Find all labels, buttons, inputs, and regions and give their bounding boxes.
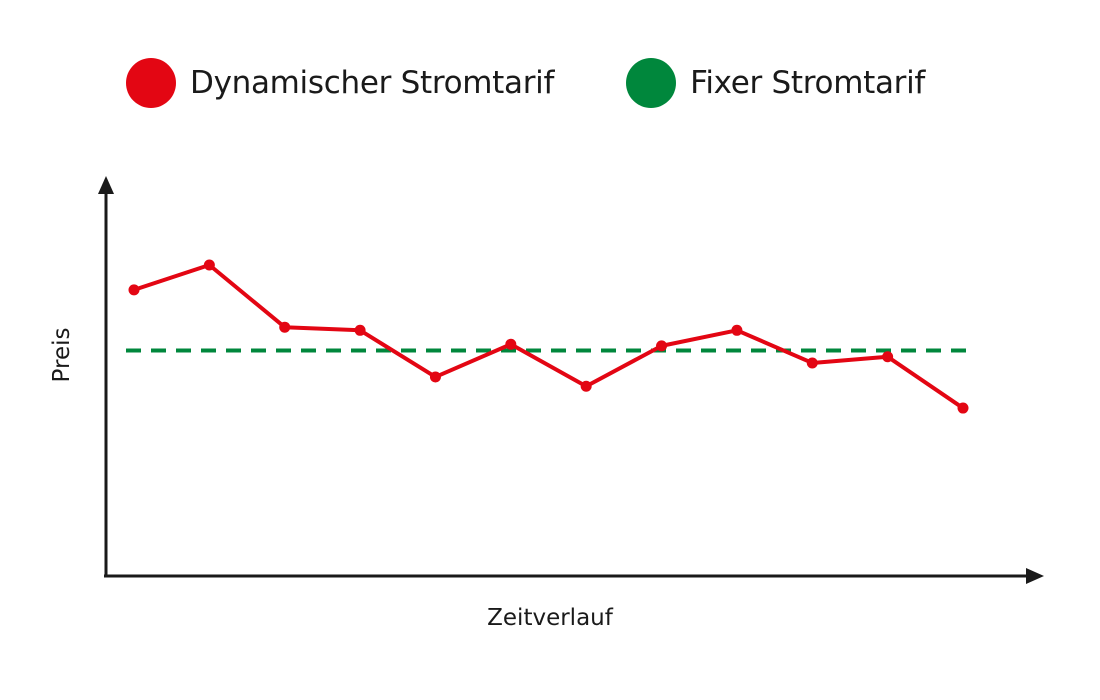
axes — [98, 176, 1044, 584]
y-axis-label: Preis — [49, 327, 75, 383]
data-point-dynamic-4 — [354, 324, 366, 336]
data-point-dynamic-5 — [429, 371, 441, 383]
data-point-dynamic-11 — [882, 351, 894, 363]
series-line-dynamic — [133, 263, 965, 410]
legend-swatch-fixed — [626, 58, 677, 108]
x-axis-label: Zeitverlauf — [487, 605, 613, 631]
data-point-dynamic-10 — [806, 357, 818, 369]
data-point-dynamic-3 — [279, 321, 291, 333]
legend-item-dynamic: Dynamischer Stromtarif — [126, 58, 554, 108]
data-point-dynamic-7 — [580, 380, 592, 392]
data-point-dynamic-9 — [731, 324, 743, 336]
legend-swatch-dynamic — [126, 58, 176, 108]
legend-label-dynamic: Dynamischer Stromtarif — [190, 65, 555, 101]
legend: Dynamischer Stromtarif Fixer Stromtarif — [126, 58, 997, 108]
data-point-dynamic-2 — [203, 259, 215, 271]
legend-item-fixed: Fixer Stromtarif — [626, 58, 925, 108]
series-layer — [126, 259, 970, 414]
data-point-dynamic-6 — [505, 338, 517, 350]
data-point-dynamic-1 — [128, 284, 140, 296]
data-point-dynamic-8 — [656, 340, 668, 352]
legend-label-fixed: Fixer Stromtarif — [690, 65, 926, 101]
data-point-dynamic-12 — [957, 402, 969, 414]
x-axis-arrow — [1026, 568, 1044, 584]
y-axis-arrow — [98, 176, 114, 194]
